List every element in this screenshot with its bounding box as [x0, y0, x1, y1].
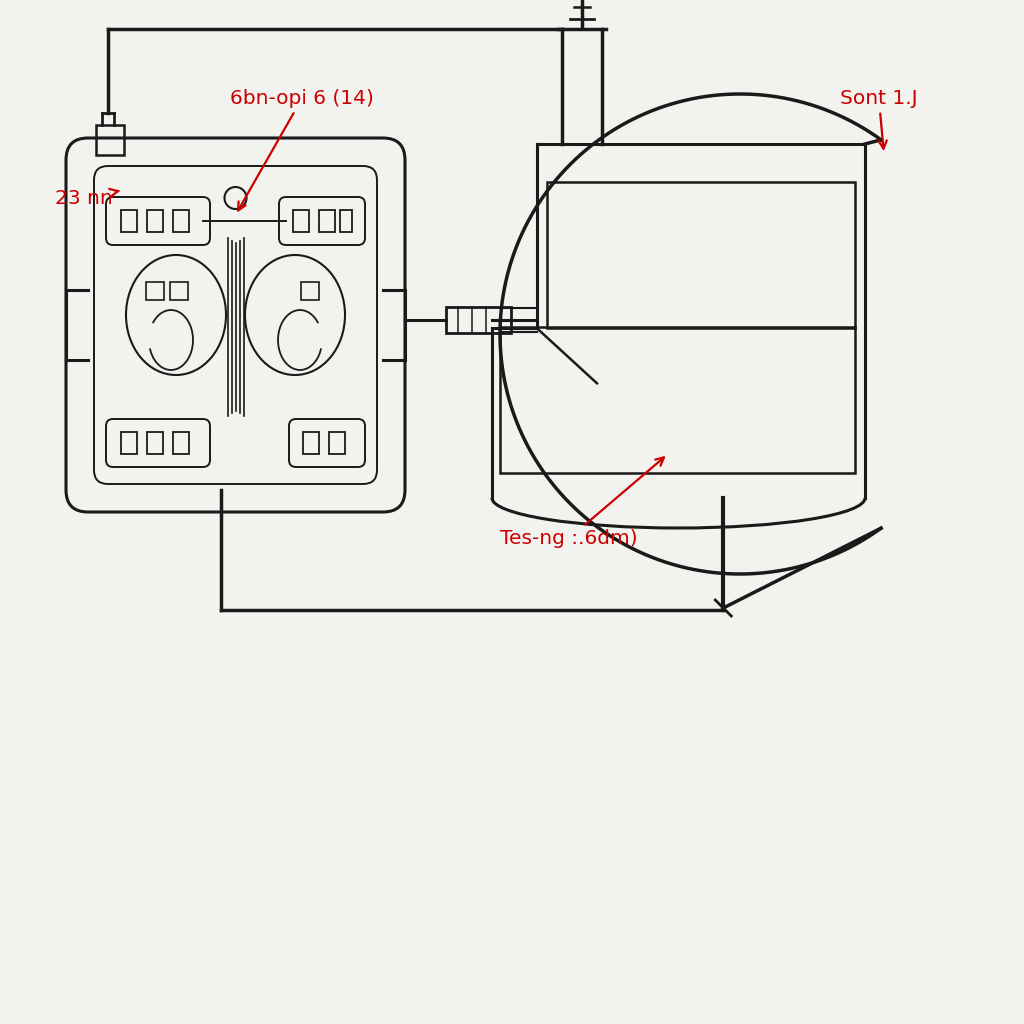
Bar — [173, 432, 189, 454]
Bar — [303, 432, 319, 454]
Bar — [96, 125, 124, 155]
Bar — [147, 432, 163, 454]
Bar — [547, 182, 855, 329]
Text: 23 nn: 23 nn — [55, 188, 119, 208]
Bar — [170, 282, 188, 300]
Text: Tes-ng :.6dm): Tes-ng :.6dm) — [500, 458, 664, 548]
Bar — [301, 282, 319, 300]
Bar — [121, 210, 137, 232]
Text: Sont 1.J: Sont 1.J — [840, 89, 918, 148]
Bar — [500, 327, 855, 473]
Text: 6bn-opi 6 (14): 6bn-opi 6 (14) — [230, 89, 374, 210]
Bar — [340, 210, 352, 232]
Bar — [121, 432, 137, 454]
Bar — [329, 432, 345, 454]
Bar — [147, 210, 163, 232]
Bar — [446, 307, 511, 333]
Bar — [319, 210, 335, 232]
Bar — [146, 282, 164, 300]
Bar — [293, 210, 309, 232]
Bar — [173, 210, 189, 232]
